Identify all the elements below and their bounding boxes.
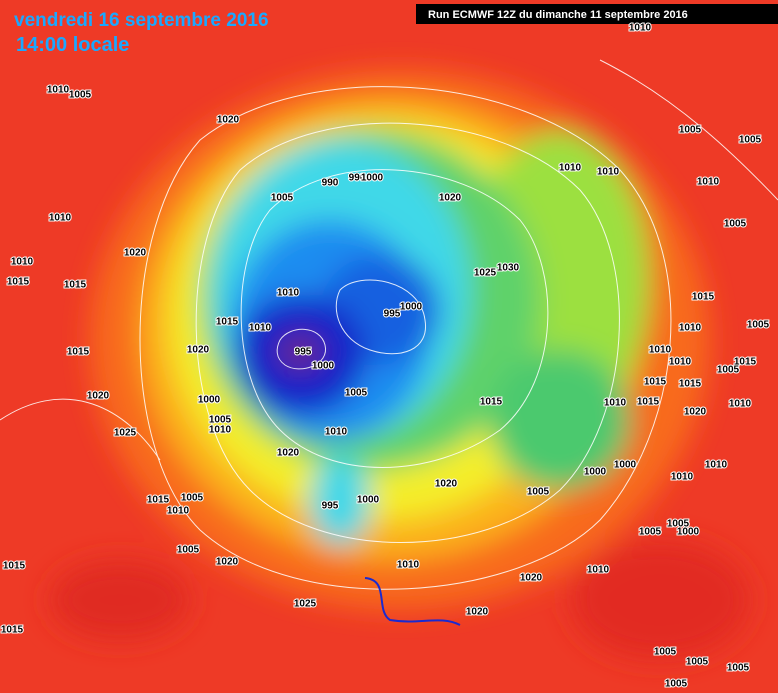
isobar-label: 1005 (181, 493, 204, 504)
isobar-label: 1025 (474, 268, 497, 279)
isobar-label: 1010 (167, 506, 190, 517)
isobar-label: 1005 (679, 125, 702, 136)
isobar-label: 1025 (114, 428, 137, 439)
isobar-label: 1020 (466, 607, 489, 618)
isobar-label: 1010 (11, 257, 34, 268)
forecast-time: 14:00 locale (16, 34, 129, 56)
isobar-label: 1020 (684, 407, 707, 418)
isobar-label: 1020 (187, 345, 210, 356)
isobar-label: 1010 (604, 398, 627, 409)
isobar-label: 1000 (357, 495, 380, 506)
isobar-label: 1005 (667, 519, 690, 530)
isobar-label: 1015 (67, 347, 90, 358)
isobar-label: 1005 (527, 487, 550, 498)
isobar-label: 1000 (400, 302, 423, 313)
isobar-label: 1005 (717, 365, 740, 376)
isobar-label: 990 (322, 178, 339, 189)
isobar-label: 1015 (637, 397, 660, 408)
isobar-label: 995 (384, 309, 401, 320)
isobar-label: 1005 (739, 135, 762, 146)
isobar-label: 1015 (480, 397, 503, 408)
isobar-label: 1010 (671, 472, 694, 483)
isobar-label: 1015 (216, 317, 239, 328)
isobar-label: 1005 (727, 663, 750, 674)
isobar-label: 1010 (729, 399, 752, 410)
isobar-label: 1010 (47, 85, 70, 96)
isobar-label: 1005 (345, 388, 368, 399)
isobar-label: 1020 (216, 557, 239, 568)
isobar-label: 1005 (639, 527, 662, 538)
isobar-label: 1015 (7, 277, 30, 288)
isobar-label: 1010 (697, 177, 720, 188)
isobar-label: 1005 (665, 679, 688, 690)
isobar-label: 1020 (520, 573, 543, 584)
isobar-label: 1010 (705, 460, 728, 471)
isobar-label: 1010 (679, 323, 702, 334)
isobar-label: 1000 (614, 460, 637, 471)
isobar-label: 1020 (124, 248, 147, 259)
isobar-label: 1015 (734, 357, 757, 368)
isobar-label: 1005 (724, 219, 747, 230)
isobar-label: 1015 (679, 379, 702, 390)
isobar-label: 1005 (271, 193, 294, 204)
isobar-label: 1010 (325, 427, 348, 438)
isobar-label: 990 (349, 173, 366, 184)
isobar-label: 1005 (654, 647, 677, 658)
isobar-label: 1020 (439, 193, 462, 204)
run-banner (416, 4, 778, 24)
isobar-label: 1020 (87, 391, 110, 402)
isobar-label: 1015 (1, 625, 24, 636)
isobar-label: 1010 (397, 560, 420, 571)
isobar-label: 1000 (361, 173, 384, 184)
isobar-label: 1010 (669, 357, 692, 368)
run-label: Run ECMWF 12Z du dimanche 11 septembre 2… (428, 9, 688, 21)
isobar-label: 1010 (649, 345, 672, 356)
isobar-label: 1005 (69, 90, 92, 101)
isobar-label: 995 (295, 347, 312, 358)
isobar-label: 1010 (597, 167, 620, 178)
isobar-label: 1000 (198, 395, 221, 406)
isobar-label: 1010 (209, 425, 232, 436)
isobar-label: 1015 (64, 280, 87, 291)
isobar-label: 1000 (584, 467, 607, 478)
isobar-label: 995 (322, 501, 339, 512)
isobar-label: 1005 (177, 545, 200, 556)
isobar-label: 1005 (747, 320, 770, 331)
isobar-label: 1010 (559, 163, 582, 174)
isobar-label: 1010 (49, 213, 72, 224)
isobars (0, 59, 778, 590)
isobar-label: 1020 (435, 479, 458, 490)
isobar-label: 1015 (692, 292, 715, 303)
isobar-label: 1020 (277, 448, 300, 459)
isobar-label: 1010 (249, 323, 272, 334)
isobar-label: 1010 (277, 288, 300, 299)
isobar-label: 1015 (147, 495, 170, 506)
isobar-label: 1010 (629, 23, 652, 34)
forecast-date: vendredi 16 septembre 2016 (14, 10, 269, 31)
front-line (364, 577, 461, 626)
isobar-label: 1015 (3, 561, 26, 572)
isobar-label: 1015 (644, 377, 667, 388)
isobar-label: 1000 (312, 361, 335, 372)
isobar-label: 1030 (497, 263, 520, 274)
isobar-label: 1025 (294, 599, 317, 610)
isobar-label: 1010 (587, 565, 610, 576)
isobar-label: 1000 (677, 527, 700, 538)
isobar-label: 1020 (217, 115, 240, 126)
isobar-label: 1005 (686, 657, 709, 668)
isobar-label: 1005 (209, 415, 232, 426)
